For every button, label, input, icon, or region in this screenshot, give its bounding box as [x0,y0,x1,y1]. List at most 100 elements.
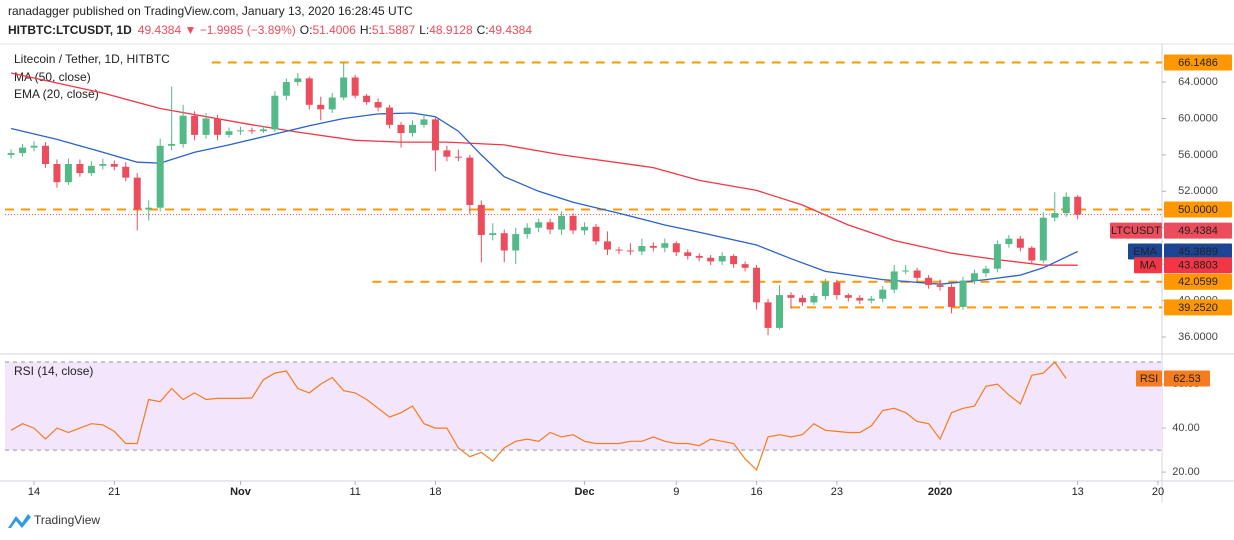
legend-entry: EMA (20, close) [14,87,99,101]
candle-body [948,286,956,307]
candle-body [925,277,933,286]
candle-body [581,226,589,231]
level-label-text: 66.1486 [1178,57,1218,69]
candle-body [202,118,210,135]
legend-entry: MA (50, close) [14,70,91,84]
ohlc-value: 51.4006 [312,23,356,37]
candle-body [477,204,485,236]
candle-body [810,296,818,303]
rsi-legend: RSI (14, close) [14,364,93,378]
rsi-y-tick-label: 40.00 [1172,422,1200,434]
symbol-line: HITBTC:LTCUSDT, 1D 49.4384 ▼ −1.9985 (−3.… [8,23,532,37]
rsi-name-box [1136,370,1162,387]
candle-body [99,163,107,166]
level-label-text: 42.0599 [1178,276,1218,288]
candle-body [340,77,348,98]
candle-body [271,95,279,130]
rsi-y-tick-label: 20.00 [1172,466,1200,478]
publisher: ranadagger published on TradingView.com,… [8,4,413,18]
candle-body [7,153,15,155]
ema-name-box [1128,243,1162,260]
candle-body [787,295,795,298]
candle-body [753,267,761,303]
candle-body [214,118,222,135]
candle-body [500,233,508,251]
candle-body [76,163,84,174]
candle-body [764,302,772,328]
candle-body [982,268,990,274]
candle-body [179,115,187,144]
candle-body [512,234,520,251]
logo: TradingView [8,513,100,528]
candle-body [19,147,27,154]
ohlc-value: 51.5887 [372,23,416,37]
x-tick-label: 13 [1072,486,1084,498]
candle-body [844,295,852,298]
candle-body [259,129,267,132]
candle-body [649,245,657,248]
candle-body [41,145,49,164]
candle-body [672,243,680,253]
candle-body [122,166,130,178]
level-label-box [1164,299,1232,316]
candle-body [145,207,153,210]
x-tick-label: 21 [108,486,120,498]
ma-name-box [1134,257,1162,274]
rsi-value-box [1164,370,1210,387]
candle-body [821,282,829,297]
ohlc-key: H: [360,23,372,37]
candle-body [856,297,864,301]
x-tick-label: 20 [1152,486,1164,498]
candle-body [420,119,428,125]
candle-body [879,289,887,299]
candle-body [603,241,611,250]
candle-body [1016,238,1024,248]
candle-body [546,222,554,230]
candle-body [317,104,325,110]
candle-body [1074,196,1082,215]
price-change: 49.4384 ▼ −1.9985 (−3.89%) [138,23,296,37]
candle-body [776,295,784,328]
rsi-name-text: RSI [1140,373,1158,385]
candle-body [110,163,118,167]
candle-body [959,280,967,307]
candle-body [1051,213,1059,218]
candle-body [684,252,692,256]
candle-body [638,245,646,252]
candle-body [833,282,841,296]
candle-body [397,124,405,134]
last-price-name-box [1110,222,1162,239]
ohlc-key: O: [300,23,313,37]
indicator-line [10,72,1078,266]
candle-body [626,250,634,252]
last-price-name-text: LTCUSDT [1111,225,1161,237]
candle-body [489,233,497,236]
candle-body [466,157,474,205]
y-tick-label: 56.0000 [1178,149,1218,161]
candle-body [523,227,531,235]
candle-body [305,78,313,105]
candle-body [408,124,416,134]
logo-icon [8,514,31,528]
chart-title: Litecoin / Tether, 1D, HITBTC [14,52,170,66]
x-tick-label: 23 [831,486,843,498]
y-tick-label: 36.0000 [1178,331,1218,343]
ohlc-value: 48.9128 [429,23,473,37]
candle-body [730,255,738,265]
candle-body [569,215,577,231]
candle-body [1062,196,1070,214]
x-tick-label: Nov [230,486,252,498]
candle-body [970,273,978,281]
candle-body [454,156,462,158]
candle-body [1028,247,1036,261]
candle-body [936,285,944,287]
ma-name-text: MA [1140,260,1157,272]
rsi-value-text: 62.53 [1173,373,1201,385]
rsi-band [5,362,1162,451]
candle-body [386,107,394,125]
y-tick-label: 52.0000 [1178,185,1218,197]
x-tick-label: 18 [429,486,441,498]
candle-body [558,215,566,230]
candle-body [156,145,164,208]
